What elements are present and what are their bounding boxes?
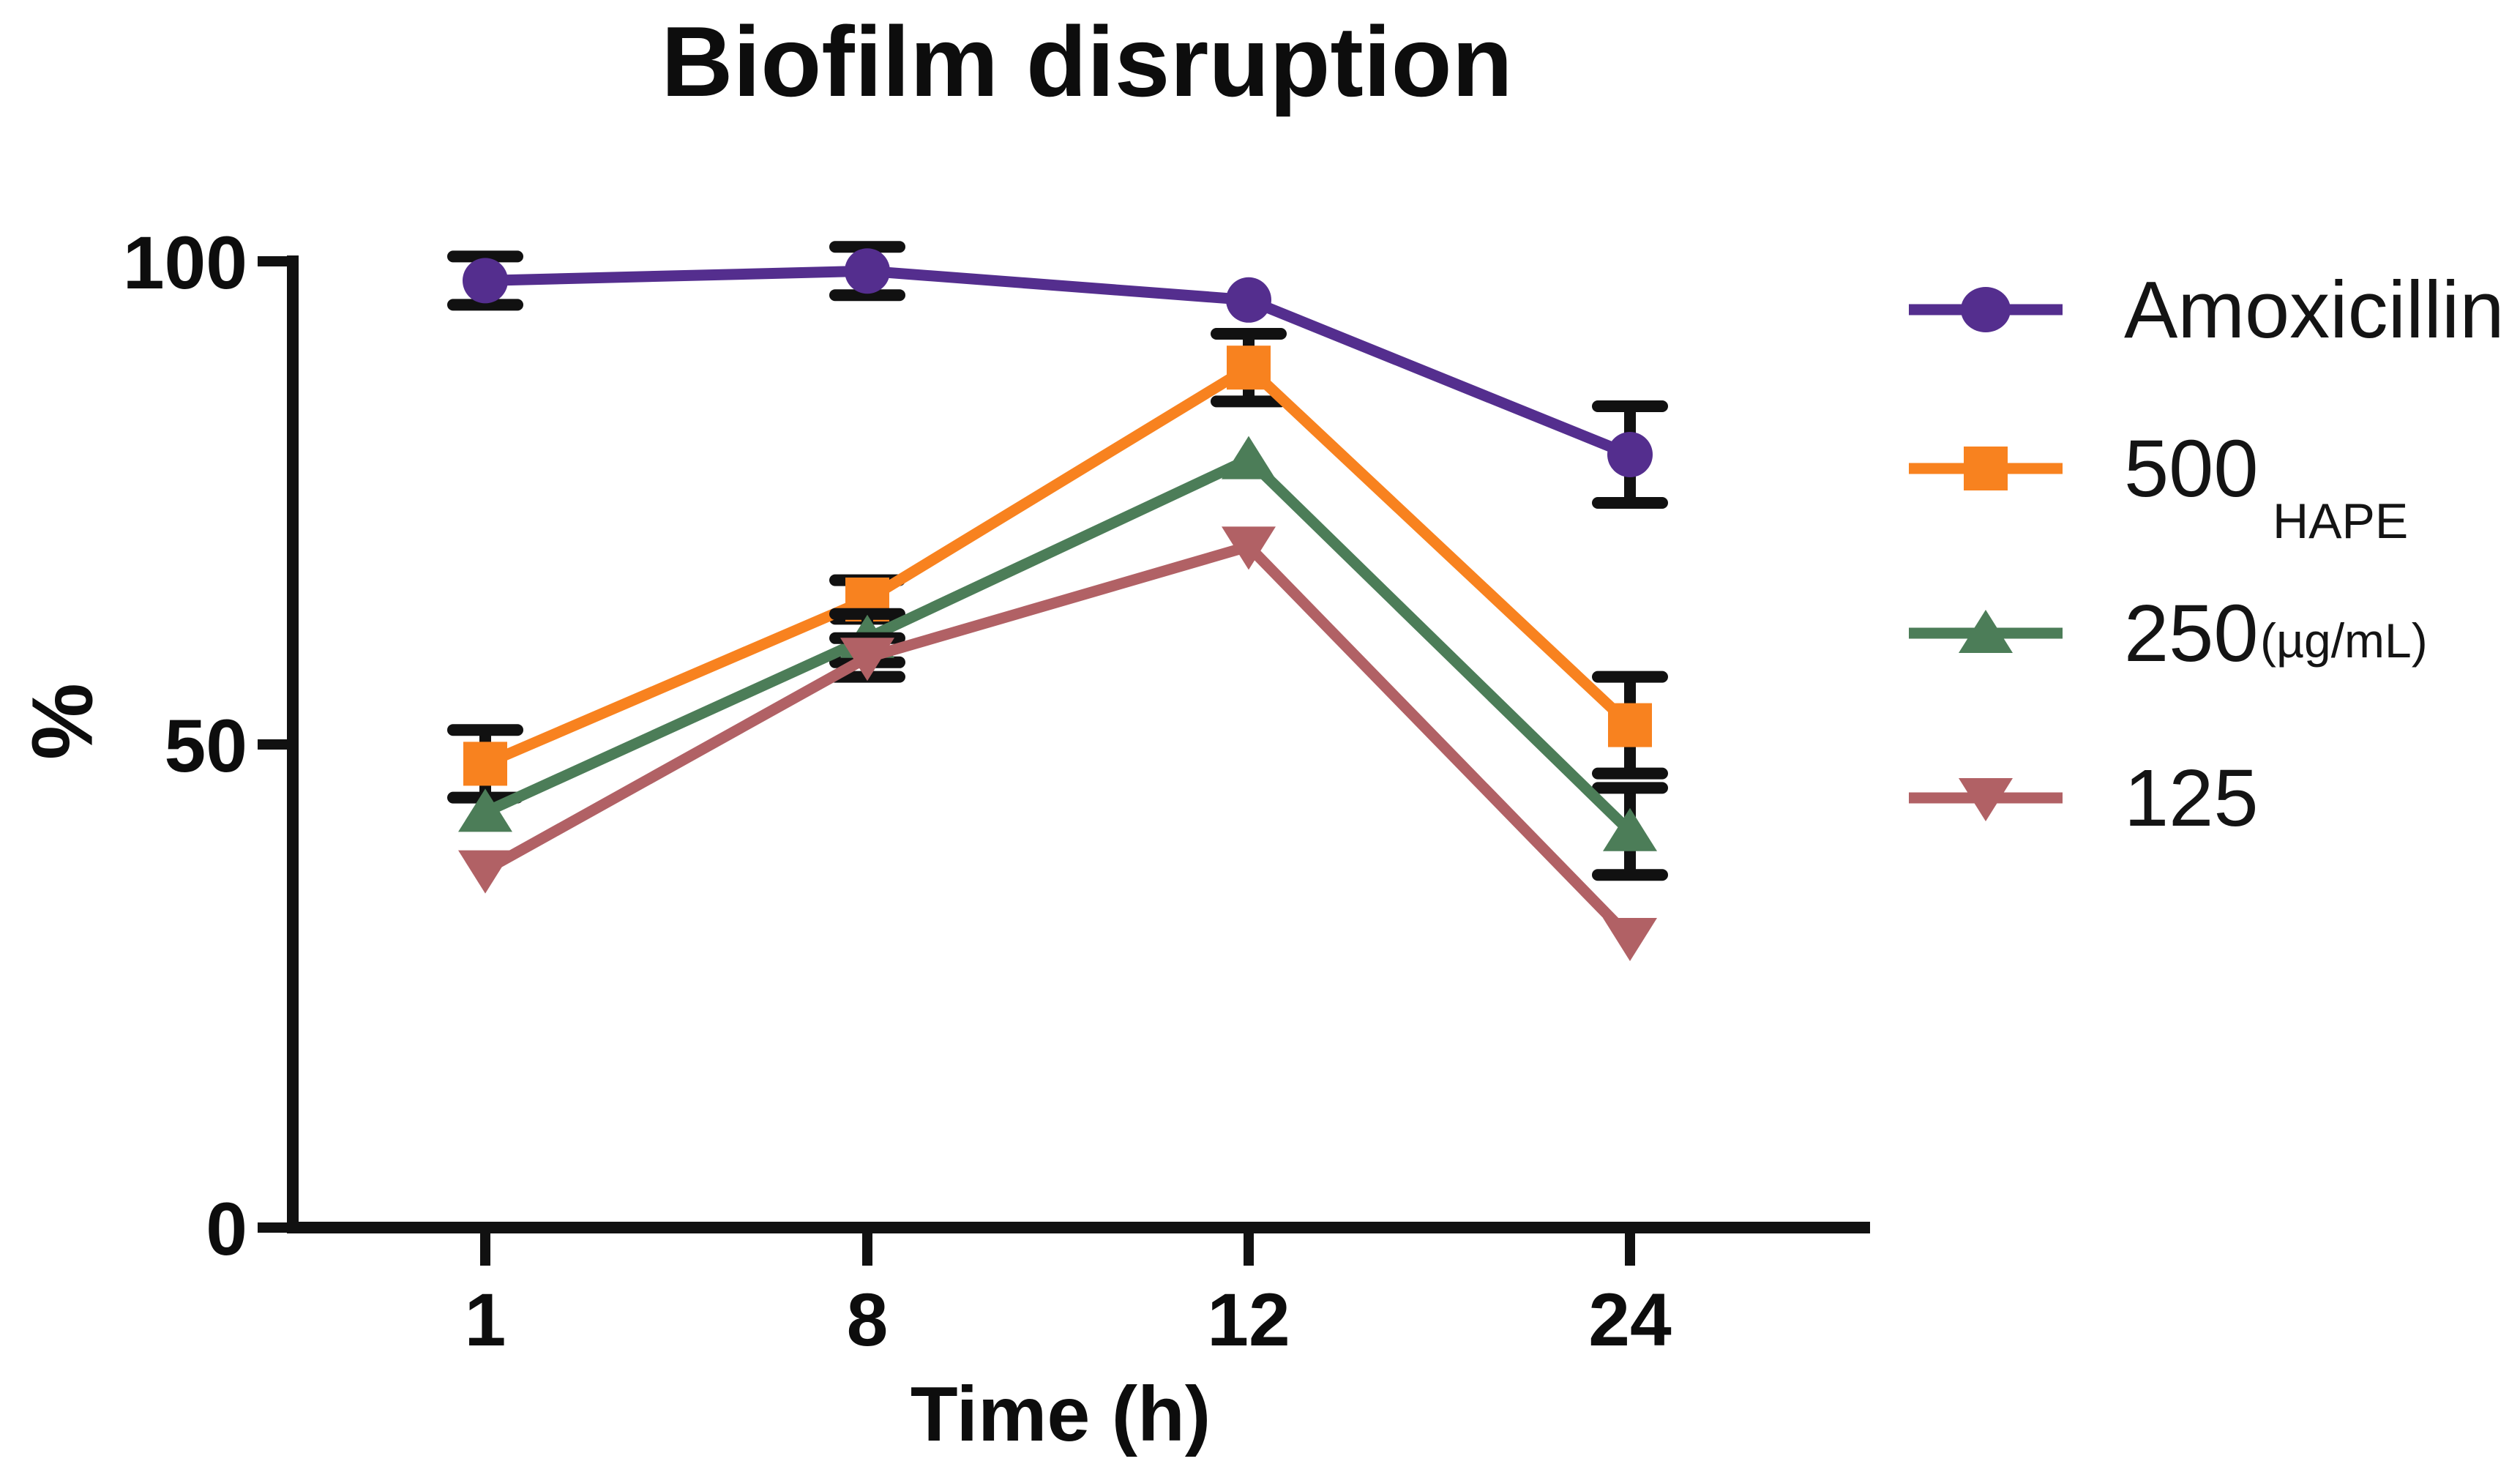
- series-line-250: [479, 454, 1636, 837]
- data-point-125: [1222, 526, 1276, 570]
- data-point-500: [1608, 703, 1652, 747]
- data-point-125: [458, 850, 512, 894]
- series-line-125: [479, 540, 1636, 944]
- data-point-500: [463, 742, 507, 786]
- y-tick-label: 0: [206, 1187, 247, 1271]
- data-point-500: [1227, 346, 1271, 390]
- x-tick-label: 8: [847, 1278, 889, 1362]
- data-point-amoxicillin: [1226, 277, 1271, 323]
- x-axis-label: Time (h): [910, 1371, 1211, 1457]
- x-tick-label: 1: [465, 1278, 506, 1362]
- x-tick-label: 24: [1588, 1278, 1672, 1362]
- data-point-amoxicillin: [1607, 432, 1653, 477]
- data-point-250: [458, 788, 512, 832]
- data-point-250: [1603, 807, 1657, 851]
- data-point-amoxicillin: [463, 258, 508, 304]
- data-point-250: [1222, 436, 1276, 479]
- data-point-125: [840, 638, 894, 682]
- chart-title: Biofilm disruption: [661, 6, 1513, 117]
- y-axis-label: %: [14, 683, 111, 760]
- data-point-125: [1603, 918, 1657, 961]
- y-tick-label: 100: [123, 221, 247, 305]
- x-tick-label: 12: [1207, 1278, 1290, 1362]
- series-line-amoxicillin: [479, 265, 1636, 460]
- series-line-500: [479, 362, 1636, 769]
- y-tick-label: 50: [165, 704, 247, 788]
- data-point-amoxicillin: [845, 248, 890, 294]
